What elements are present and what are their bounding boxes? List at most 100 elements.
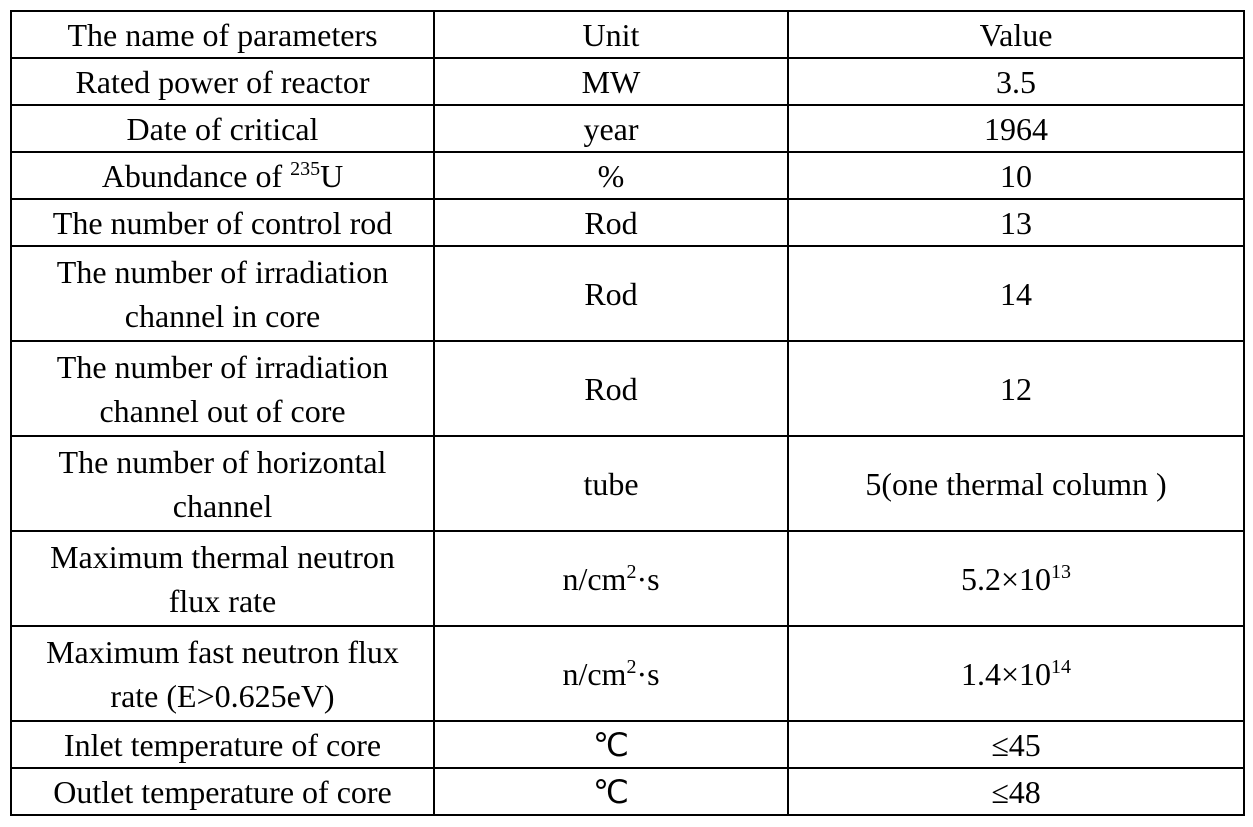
cell-line: 1964 — [793, 107, 1239, 151]
cell-line: % — [439, 154, 783, 198]
cell-text: The number of horizontal — [58, 443, 387, 480]
superscript: 2 — [626, 655, 637, 678]
table-row: Outlet temperature of core ℃ ≤48 — [10, 767, 1245, 816]
table-cell: % — [433, 151, 789, 200]
cell-line: Date of critical — [16, 107, 429, 151]
cell-text: channel — [172, 487, 273, 524]
cell-line: n/cm2·s — [439, 652, 783, 696]
cell-text: Rod — [584, 370, 638, 407]
cell-line: 5.2×1013 — [793, 557, 1239, 601]
cell-line: channel out of core — [16, 389, 429, 433]
table-cell: tube — [433, 435, 789, 532]
table-cell: year — [433, 104, 789, 153]
cell-line: 14 — [793, 272, 1239, 316]
cell-text: ℃ — [593, 726, 629, 763]
cell-line: Rod — [439, 201, 783, 245]
cell-text: n/cm — [562, 560, 627, 597]
cell-text: 10 — [1000, 157, 1032, 194]
cell-line: Maximum fast neutron flux — [16, 630, 429, 674]
superscript: 235 — [290, 157, 321, 180]
cell-text: Outlet temperature of core — [53, 773, 392, 810]
cell-line: 1.4×1014 — [793, 652, 1239, 696]
cell-line: Value — [793, 13, 1239, 57]
cell-text: 1964 — [984, 110, 1048, 147]
cell-line: The number of horizontal — [16, 440, 429, 484]
cell-line: ℃ — [439, 723, 783, 767]
table-row: The number of horizontal channel tube 5(one… — [10, 435, 1245, 532]
table-cell: The number of horizontal channel — [10, 435, 435, 532]
cell-text: MW — [581, 63, 641, 100]
table-row: The number of control rod Rod 13 — [10, 198, 1245, 247]
cell-text: 13 — [1000, 204, 1032, 241]
table-cell: Maximum fast neutron flux rate (E>0.625eV… — [10, 625, 435, 722]
cell-text: tube — [583, 465, 639, 502]
cell-text: ℃ — [593, 773, 629, 810]
cell-text: The number of control rod — [52, 204, 393, 241]
cell-line: channel in core — [16, 294, 429, 338]
cell-line: ℃ — [439, 770, 783, 814]
cell-text: channel in core — [124, 297, 321, 334]
cell-line: channel — [16, 484, 429, 528]
table-row: Maximum fast neutron flux rate (E>0.625eV… — [10, 625, 1245, 722]
table-cell: ℃ — [433, 720, 789, 769]
table-row: Abundance of 235U% 10 — [10, 151, 1245, 200]
table-cell: Abundance of 235U — [10, 151, 435, 200]
cell-text: The number of irradiation — [56, 348, 389, 385]
table-cell: Unit — [433, 10, 789, 59]
cell-text: U — [320, 157, 344, 194]
cell-line: ≤45 — [793, 723, 1239, 767]
table-cell: ≤48 — [787, 767, 1245, 816]
cell-text: 5.2×10 — [960, 560, 1052, 597]
table-cell: Maximum thermal neutron flux rate — [10, 530, 435, 627]
table-cell: Rod — [433, 198, 789, 247]
table-row: Inlet temperature of core ℃ ≤45 — [10, 720, 1245, 769]
table-row: The number of irradiation channel in core… — [10, 245, 1245, 342]
cell-line: Outlet temperature of core — [16, 770, 429, 814]
cell-line: flux rate — [16, 579, 429, 623]
table-cell: 10 — [787, 151, 1245, 200]
cell-line: ≤48 — [793, 770, 1239, 814]
cell-text: rate (E>0.625eV) — [110, 677, 335, 714]
cell-text: Rod — [584, 275, 638, 312]
cell-text: Maximum fast neutron flux — [46, 633, 399, 670]
cell-text: Inlet temperature of core — [63, 726, 382, 763]
cell-text: Rated power of reactor — [75, 63, 370, 100]
cell-text: % — [597, 157, 625, 194]
table-cell: n/cm2·s — [433, 625, 789, 722]
cell-text: 3.5 — [996, 63, 1036, 100]
cell-line: The number of control rod — [16, 201, 429, 245]
cell-text: n/cm — [562, 655, 627, 692]
table-cell: 3.5 — [787, 57, 1245, 106]
cell-text: The name of parameters — [67, 16, 378, 53]
table-cell: 5.2×1013 — [787, 530, 1245, 627]
cell-text: year — [583, 110, 639, 147]
table-cell: 1.4×1014 — [787, 625, 1245, 722]
cell-line: Rated power of reactor — [16, 60, 429, 104]
cell-text: 12 — [1000, 370, 1032, 407]
table-cell: 12 — [787, 340, 1245, 437]
cell-text: The number of irradiation — [56, 253, 389, 290]
cell-line: The name of parameters — [16, 13, 429, 57]
table-row: The number of irradiation channel out of … — [10, 340, 1245, 437]
cell-text: ·s — [636, 560, 660, 597]
superscript: 14 — [1051, 655, 1072, 678]
table-row: Maximum thermal neutron flux rate n/cm2·s 5… — [10, 530, 1245, 627]
cell-line: 10 — [793, 154, 1239, 198]
table-cell: Outlet temperature of core — [10, 767, 435, 816]
cell-line: tube — [439, 462, 783, 506]
table-row: The name of parameters Unit Value — [10, 10, 1245, 59]
cell-text: flux rate — [168, 582, 277, 619]
cell-line: 13 — [793, 201, 1239, 245]
cell-line: 12 — [793, 367, 1239, 411]
cell-text: Value — [979, 16, 1053, 53]
cell-text: Date of critical — [126, 110, 319, 147]
cell-text: ≤48 — [991, 773, 1041, 810]
table-cell: The number of control rod — [10, 198, 435, 247]
table-cell: 1964 — [787, 104, 1245, 153]
cell-line: MW — [439, 60, 783, 104]
table-cell: Inlet temperature of core — [10, 720, 435, 769]
cell-line: Rod — [439, 367, 783, 411]
cell-text: Maximum thermal neutron — [50, 538, 395, 575]
cell-text: 5(one thermal column ) — [865, 465, 1167, 502]
superscript: 13 — [1051, 560, 1072, 583]
